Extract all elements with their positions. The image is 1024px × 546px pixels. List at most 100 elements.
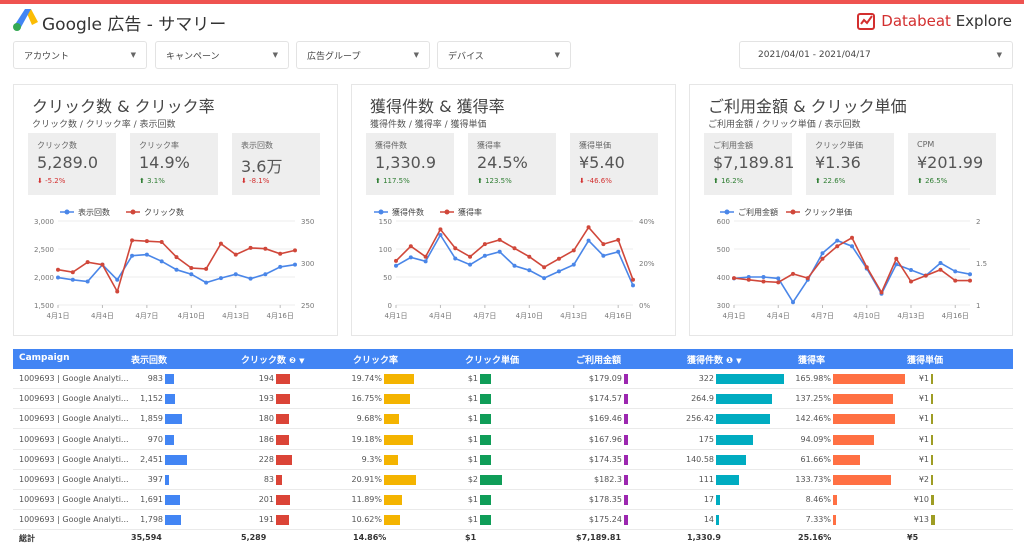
cell-impressions: 970: [147, 434, 163, 444]
cell-ctr: 9.3%: [361, 454, 382, 464]
data-point: [263, 246, 268, 251]
table-row[interactable]: 1009693 | Google Analyti... 1,152 193 16.75…: [13, 389, 1013, 410]
data-point: [130, 253, 135, 258]
panel-conversions: 獲得件数 & 獲得率 獲得件数 / 獲得率 / 獲得単価 獲得件数 1,330.…: [351, 84, 676, 336]
cell-ctr: 19.74%: [351, 374, 382, 383]
data-point: [761, 275, 766, 279]
cell-cvr: 137.25%: [795, 394, 831, 404]
cell-impressions: 1,691: [140, 495, 163, 505]
arrow-down-icon: ⬇: [241, 177, 250, 185]
cell-bar-cvr: [833, 495, 837, 506]
table-row[interactable]: 1009693 | Google Analyti... 397 83 20.91% $2…: [13, 470, 1013, 490]
y-tick-label: 1,500: [34, 302, 54, 310]
combo-line-chart: 獲得件数 獲得率 0 50 100 150 0% 20% 40% 4月1日 4月4日 4月7日 4月10…: [374, 207, 655, 320]
cell-ctr: 10.62%: [351, 515, 382, 525]
scorecard-value: 5,289.0: [37, 153, 99, 172]
data-point: [85, 279, 90, 284]
table-row[interactable]: 1009693 | Google Analyti... 983 194 19.74% $…: [13, 369, 1013, 389]
cell-bar-cpa: [931, 454, 933, 465]
column-header-clicks[interactable]: クリック数 ❷ ▼: [241, 356, 305, 366]
cell-cost: $179.09: [588, 374, 622, 383]
cell-bar-cost: [624, 374, 628, 384]
scorecard-ctr: クリック率 14.9% ⬆ 3.1%: [130, 133, 218, 195]
column-header-cpc[interactable]: クリック単価: [465, 356, 520, 366]
y2-tick-label: 350: [301, 218, 314, 226]
series-line: [395, 225, 634, 281]
cell-bar-impressions: [165, 434, 174, 445]
scorecard-value: ¥1.36: [815, 153, 861, 172]
x-tick-label: 4月7日: [135, 312, 158, 320]
help-icon: ❶: [726, 356, 733, 365]
y2-tick-label: 300: [301, 260, 314, 268]
brand-name: Databeat Explore: [881, 12, 1012, 30]
data-point: [586, 225, 591, 230]
header: Google 広告 - サマリー Databeat Explore: [0, 4, 1024, 35]
scorecard-conversions: 獲得件数 1,330.9 ⬆ 117.5%: [366, 133, 454, 195]
cell-cpc: $1: [467, 374, 478, 383]
x-tick-label: 4月16日: [267, 312, 294, 320]
cell-cvr: 7.33%: [805, 515, 831, 525]
column-header-impressions[interactable]: 表示回数: [131, 356, 168, 366]
cell-cpc: $1: [467, 394, 478, 404]
scorecard-impressions: 表示回数 3.6万 ⬇ -8.1%: [232, 133, 320, 195]
data-point: [953, 269, 958, 274]
cell-bar-cost: [624, 475, 628, 485]
column-header-campaign[interactable]: Campaign: [19, 353, 70, 363]
chevron-down-icon: ▼: [996, 51, 1002, 59]
filter-campaign[interactable]: キャンペーン ▼: [155, 41, 289, 69]
cell-impressions: 1,859: [140, 414, 163, 424]
filter-device[interactable]: デバイス ▼: [437, 41, 571, 69]
column-header-cost[interactable]: ご利用金額: [576, 356, 622, 366]
cell-bar-cvr: [833, 434, 874, 445]
date-range-picker[interactable]: 2021/04/01 - 2021/04/17 ▼: [739, 41, 1013, 69]
cell-bar-impressions: [165, 394, 176, 405]
table-row[interactable]: 1009693 | Google Analyti... 1,691 201 11.89…: [13, 490, 1013, 511]
cell-clicks: 83: [263, 475, 274, 484]
data-point: [438, 233, 443, 237]
cell-campaign: 1009693 | Google Analyti...: [19, 454, 129, 464]
data-point: [189, 272, 194, 277]
cell-conversions: 111: [698, 475, 714, 484]
page-title: Google 広告 - サマリー: [42, 15, 227, 35]
total-cpa: ¥5: [907, 533, 919, 542]
arrow-up-icon: ⬆: [917, 177, 926, 185]
data-point: [423, 259, 428, 264]
x-tick-label: 4月4日: [429, 312, 452, 320]
cell-bar-cvr: [833, 454, 860, 465]
table-row[interactable]: 1009693 | Google Analyti... 2,451 228 9.3% $…: [13, 450, 1013, 470]
google-ads-logo-icon: [13, 9, 38, 31]
column-header-cpa[interactable]: 獲得単価: [907, 356, 944, 366]
x-tick-label: 4月13日: [897, 312, 924, 320]
table-row[interactable]: 1009693 | Google Analyti... 970 186 19.18% $…: [13, 430, 1013, 450]
column-header-cvr[interactable]: 獲得率: [798, 356, 826, 366]
cell-bar-impressions: [165, 454, 187, 465]
cell-bar-cpa: [931, 495, 935, 506]
data-point: [732, 276, 736, 281]
arrow-up-icon: ⬆: [815, 177, 824, 185]
filter-account[interactable]: アカウント ▼: [13, 41, 147, 69]
column-header-conversions[interactable]: 獲得件数 ❶ ▼: [687, 356, 742, 366]
panel-cost: ご利用金額 & クリック単価 ご利用金額 / クリック単価 / 表示回数 ご利用…: [689, 84, 1013, 336]
cell-bar-impressions: [165, 515, 182, 526]
scorecard-label: クリック単価: [815, 141, 863, 150]
column-header-ctr[interactable]: クリック率: [353, 356, 399, 366]
table-row[interactable]: 1009693 | Google Analyti... 1,798 191 10.62…: [13, 510, 1013, 531]
table-row[interactable]: 1009693 | Google Analyti... 1,859 180 9.68%…: [13, 409, 1013, 430]
cell-cvr: 61.66%: [800, 454, 831, 464]
y2-tick-label: 20%: [639, 260, 655, 268]
cell-cpa: ¥1: [918, 434, 929, 444]
cell-campaign: 1009693 | Google Analyti...: [19, 495, 129, 505]
table-total-row: 総計 35,594 5,289 14.86% $1 $7,189.81 1,33…: [13, 529, 1013, 546]
cell-bar-cost: [624, 515, 628, 526]
cell-bar-ctr: [384, 394, 410, 405]
total-cost: $7,189.81: [576, 533, 622, 542]
x-tick-label: 4月1日: [723, 312, 746, 320]
scorecard-label: ご利用金額: [713, 141, 753, 150]
scorecard-label: クリック数: [37, 141, 77, 150]
cell-bar-clicks: [276, 434, 290, 445]
cell-bar-cpa: [931, 515, 935, 526]
filter-label: キャンペーン: [166, 51, 220, 62]
data-point: [204, 280, 209, 285]
cell-cpa: ¥13: [913, 515, 929, 525]
filter-ad-group[interactable]: 広告グループ ▼: [296, 41, 430, 69]
